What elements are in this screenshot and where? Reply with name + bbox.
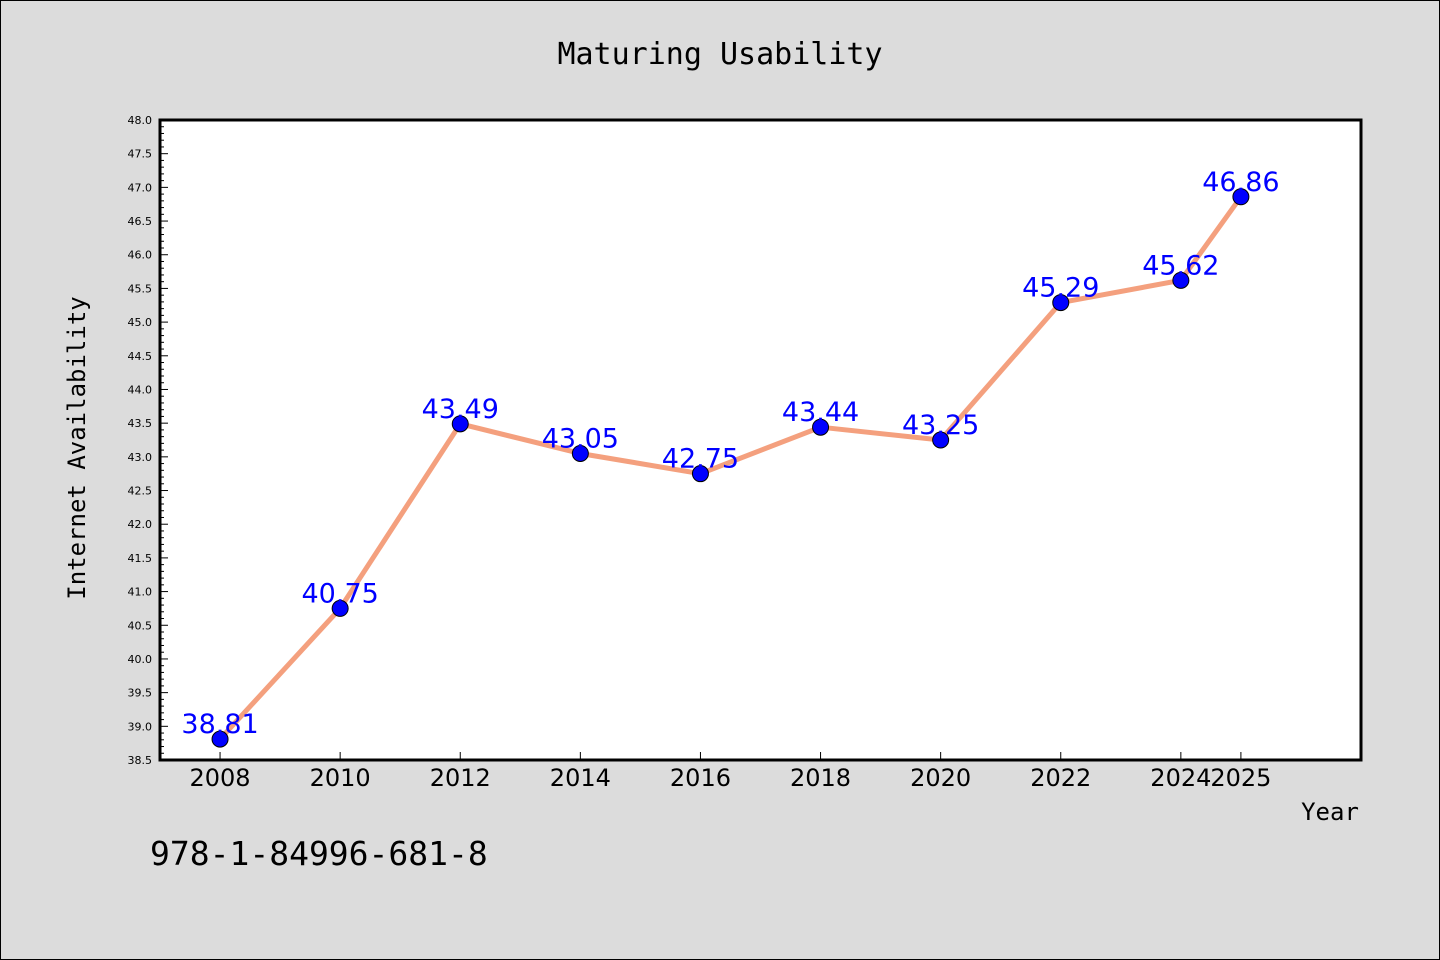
x-tick-label: 2022 — [1030, 764, 1091, 792]
y-axis-label: Internet Availability — [63, 296, 91, 599]
data-point — [1052, 294, 1070, 312]
data-point — [1232, 188, 1250, 206]
y-tick-label: 42.0 — [128, 518, 153, 531]
x-tick-label: 2012 — [430, 764, 491, 792]
y-tick-label: 48.0 — [128, 114, 153, 127]
y-tick-label: 47.0 — [128, 181, 153, 194]
data-label: 43.44 — [782, 397, 859, 428]
data-point — [331, 599, 349, 617]
data-point — [451, 415, 469, 433]
y-tick-label: 47.5 — [128, 148, 153, 161]
y-tick-label: 42.5 — [128, 485, 153, 498]
y-tick-label: 39.5 — [128, 687, 153, 700]
y-tick-label: 43.0 — [128, 451, 153, 464]
x-tick-label: 2016 — [670, 764, 731, 792]
x-tick-label: 2025 — [1210, 764, 1271, 792]
y-tick-label: 43.5 — [128, 417, 153, 430]
y-tick-label: 44.0 — [128, 383, 153, 396]
data-point — [571, 444, 589, 462]
y-tick-label: 41.0 — [128, 586, 153, 599]
data-label: 45.62 — [1142, 250, 1219, 281]
data-point — [211, 730, 229, 748]
x-tick-label: 2018 — [790, 764, 851, 792]
y-tick-label: 46.5 — [128, 215, 153, 228]
data-point — [812, 418, 830, 436]
x-tick-label: 2024 — [1150, 764, 1211, 792]
isbn-note: 978-1-84996-681-8 — [150, 834, 488, 873]
data-label: 38.81 — [181, 709, 258, 740]
series-layer — [211, 188, 1250, 748]
y-tick-label: 40.5 — [128, 619, 153, 632]
y-tick-label: 38.5 — [128, 754, 153, 767]
data-label: 45.29 — [1022, 273, 1099, 304]
y-tick-label: 40.0 — [128, 653, 153, 666]
data-label: 43.25 — [902, 410, 979, 441]
data-point — [932, 431, 950, 449]
plot-area — [158, 118, 1363, 762]
data-label: 42.75 — [662, 444, 739, 475]
y-tick-label: 39.0 — [128, 720, 153, 733]
x-tick-label: 2010 — [310, 764, 371, 792]
y-tick-label: 44.5 — [128, 350, 153, 363]
y-tick-label: 45.5 — [128, 282, 153, 295]
x-axis-label: Year — [1301, 798, 1359, 826]
y-axis: 38.5 39.0 39.5 40.0 40.5 41.0 41.5 42.0 42.5 43.0… — [128, 114, 168, 767]
x-tick-label: 2020 — [910, 764, 971, 792]
y-tick-label: 45.0 — [128, 316, 153, 329]
series-line — [218, 195, 1243, 741]
y-tick-label: 46.0 — [128, 249, 153, 262]
data-label: 43.05 — [542, 423, 619, 454]
data-point — [1172, 271, 1190, 289]
x-tick-label: 2008 — [190, 764, 251, 792]
data-label: 43.49 — [422, 394, 499, 425]
y-tick-label: 41.5 — [128, 552, 153, 565]
chart-title: Maturing Usability — [557, 37, 882, 72]
data-label: 40.75 — [302, 578, 379, 609]
x-tick-label: 2014 — [550, 764, 611, 792]
data-labels-layer: 38.81 40.75 43.49 43.05 42.75 43.44 43.25 45.29… — [181, 167, 1279, 740]
data-point — [691, 465, 709, 483]
data-label: 46.86 — [1202, 167, 1279, 198]
